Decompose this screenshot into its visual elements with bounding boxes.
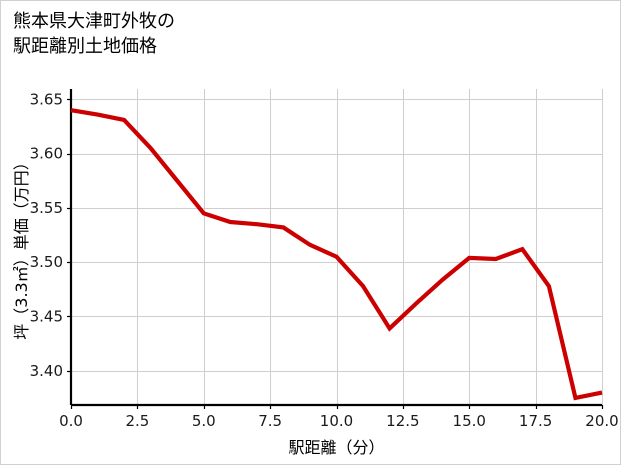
y-tick-label-0: 3.40	[30, 362, 63, 380]
chart-title: 熊本県大津町外牧の 駅距離別土地価格	[13, 9, 175, 59]
x-tick-label-0: 0.0	[59, 412, 83, 430]
x-tick-label-8: 20.0	[585, 412, 618, 430]
tick-labels-group: 0.0 2.5 5.0 7.5 10.0 12.5 15.0 17.5 20.0 3.40 3.45…	[30, 90, 619, 430]
x-tick-label-4: 10.0	[320, 412, 353, 430]
chart-title-line2: 駅距離別土地価格	[13, 36, 157, 57]
data-line-series-1	[70, 108, 603, 401]
y-axis-title: 坪（3.3㎡）単価（万円）	[12, 154, 31, 339]
x-tick-label-2: 5.0	[192, 412, 216, 430]
y-tick-label-1: 3.45	[30, 307, 63, 325]
y-tick-label-4: 3.60	[30, 145, 63, 163]
x-axis-title: 駅距離（分）	[288, 438, 384, 457]
x-tick-label-1: 2.5	[125, 412, 149, 430]
y-tick-label-3: 3.55	[30, 199, 63, 217]
y-tick-label-5: 3.65	[30, 90, 63, 108]
chart-title-line1: 熊本県大津町外牧の	[13, 11, 175, 32]
x-tick-label-6: 15.0	[453, 412, 486, 430]
x-tick-label-5: 12.5	[386, 412, 419, 430]
x-tick-label-7: 17.5	[519, 412, 552, 430]
y-tick-label-2: 3.50	[30, 253, 63, 271]
gridlines-group	[71, 89, 603, 405]
x-tick-label-3: 7.5	[258, 412, 282, 430]
